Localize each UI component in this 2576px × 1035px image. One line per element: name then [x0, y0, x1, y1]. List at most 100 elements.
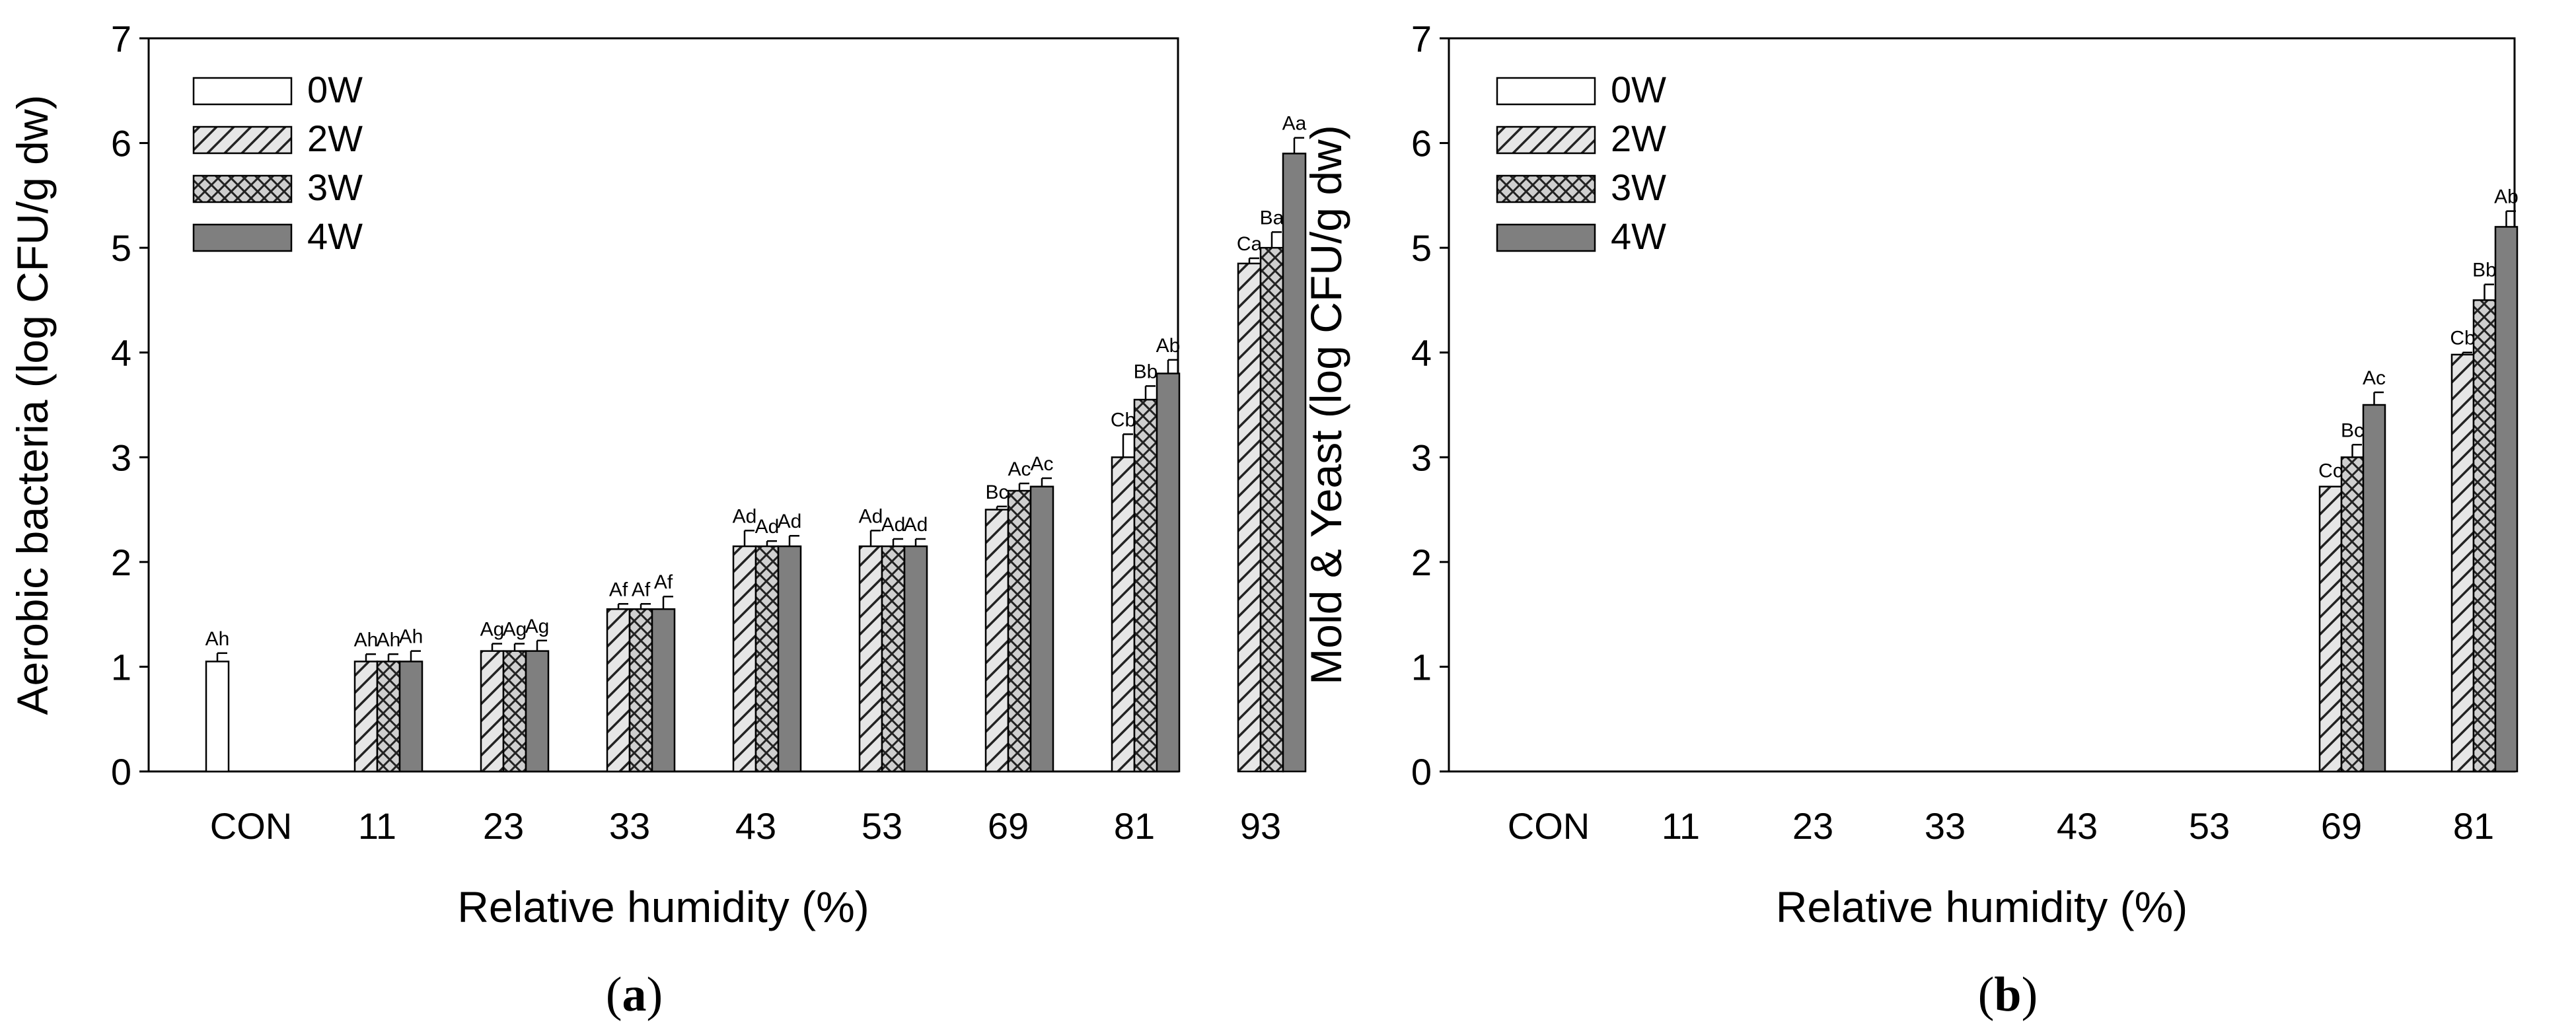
legend: 0W 2W 3W 4W	[192, 69, 363, 257]
y-tick-label: 2	[1411, 542, 1432, 583]
significance-label: Cc	[2318, 460, 2343, 482]
y-tick-label: 1	[1411, 646, 1432, 688]
legend-label: 3W	[307, 166, 363, 208]
x-tick-label: 53	[862, 805, 902, 847]
significance-label: Ag	[525, 616, 550, 637]
significance-label: Bc	[2341, 419, 2364, 441]
x-tick-label: 43	[735, 805, 776, 847]
significance-label: Ah	[205, 628, 230, 650]
bar-3w-69	[2340, 456, 2365, 773]
x-tick-label: CON	[210, 805, 292, 847]
significance-label: Ac	[2363, 367, 2386, 389]
panel-caption: (b)	[1978, 968, 2038, 1022]
legend-swatch-4w	[1496, 223, 1596, 252]
x-tick-label: 11	[1662, 805, 1700, 847]
significance-label: Ad	[778, 511, 802, 532]
x-axis-label: Relative humidity (%)	[457, 882, 869, 931]
bar-4w-69	[2362, 404, 2386, 773]
bar-2w-43	[732, 545, 757, 773]
significance-label: Af	[609, 579, 628, 600]
significance-label: Cb	[1111, 409, 1136, 431]
bar-2w-11	[353, 660, 379, 773]
y-axis-label: Aerobic bacteria (log CFU/g dw)	[8, 94, 57, 715]
y-tick-label: 6	[111, 123, 131, 164]
x-tick-label: 33	[609, 805, 650, 847]
bar-4w-53	[903, 545, 928, 773]
significance-label: Ac	[1008, 458, 1031, 480]
bar-3w-69	[1007, 489, 1032, 773]
x-tick-label: 69	[2321, 805, 2362, 847]
legend-label: 2W	[1611, 118, 1666, 159]
bar-4w-33	[651, 608, 676, 773]
significance-label: Ag	[480, 619, 505, 641]
y-tick-label: 4	[111, 332, 131, 374]
y-tick-label: 7	[1411, 18, 1432, 59]
bar-3w-53	[881, 545, 906, 773]
legend-swatch-2w	[192, 125, 293, 155]
significance-label: Aa	[1282, 113, 1307, 135]
y-tick-label: 3	[111, 437, 131, 478]
significance-label: Ad	[881, 514, 906, 536]
panel-letter: b	[1994, 968, 2021, 1022]
significance-label: Ad	[859, 505, 883, 527]
bar-3w-81	[1133, 398, 1158, 773]
x-tick-label: 93	[1240, 805, 1281, 847]
bar-0w-con	[205, 660, 230, 773]
x-tick-label: 81	[2453, 805, 2494, 847]
panel-letter: a	[622, 968, 647, 1022]
x-tick-label: 81	[1114, 805, 1155, 847]
significance-label: Ah	[377, 629, 401, 651]
legend-label: 4W	[1611, 215, 1666, 257]
y-tick-label: 5	[1411, 227, 1432, 269]
bar-3w-33	[628, 608, 653, 773]
bar-2w-23	[480, 650, 505, 773]
bar-4w-11	[398, 660, 423, 773]
x-tick-label: 23	[1792, 805, 1833, 847]
x-tick-label: 69	[988, 805, 1029, 847]
significance-label: Ab	[2494, 186, 2519, 208]
significance-label: Bb	[2472, 260, 2497, 281]
significance-label: Ac	[1030, 453, 1053, 475]
bar-2w-69	[984, 509, 1010, 773]
legend-label: 4W	[307, 215, 363, 257]
bar-4w-81	[1156, 373, 1181, 773]
bar-3w-93	[1259, 246, 1284, 773]
legend-label: 2W	[307, 118, 363, 159]
x-tick-label: CON	[1508, 805, 1590, 847]
legend-label: 0W	[307, 69, 363, 110]
bar-3w-11	[376, 660, 401, 773]
y-tick-label: 7	[111, 18, 131, 59]
y-tick-label: 1	[111, 646, 131, 688]
significance-label: Ca	[1237, 233, 1263, 255]
panel-caption: (a)	[606, 968, 663, 1022]
legend: 0W 2W 3W 4W	[1496, 69, 1666, 257]
legend-swatch-0w	[192, 77, 293, 106]
legend-label: 0W	[1611, 69, 1666, 110]
x-axis-label: Relative humidity (%)	[1776, 882, 2188, 931]
significance-label: Bb	[1134, 361, 1158, 382]
bar-4w-81	[2494, 226, 2519, 773]
x-tick-label: 23	[483, 805, 524, 847]
bar-2w-81	[1111, 456, 1136, 773]
y-tick-label: 5	[111, 227, 131, 269]
significance-label: Bc	[985, 482, 1008, 503]
y-tick-label: 4	[1411, 332, 1432, 374]
y-axis-label: Mold & Yeast (log CFU/g dw)	[1302, 125, 1350, 684]
y-tick-label: 3	[1411, 437, 1432, 478]
bar-2w-81	[2450, 353, 2475, 773]
y-tick-label: 2	[111, 542, 131, 583]
bar-4w-69	[1029, 485, 1054, 773]
significance-label: Ah	[354, 629, 379, 651]
bar-2w-33	[606, 608, 631, 773]
y-tick-label: 0	[1411, 751, 1432, 793]
bar-4w-23	[525, 650, 550, 773]
significance-label: Ba	[1260, 207, 1284, 229]
bar-2w-69	[2318, 485, 2343, 773]
bar-2w-53	[858, 545, 883, 773]
legend-swatch-4w	[192, 223, 293, 252]
significance-label: Af	[654, 571, 673, 593]
bar-3w-43	[754, 545, 780, 773]
significance-label: Cb	[2450, 328, 2475, 349]
